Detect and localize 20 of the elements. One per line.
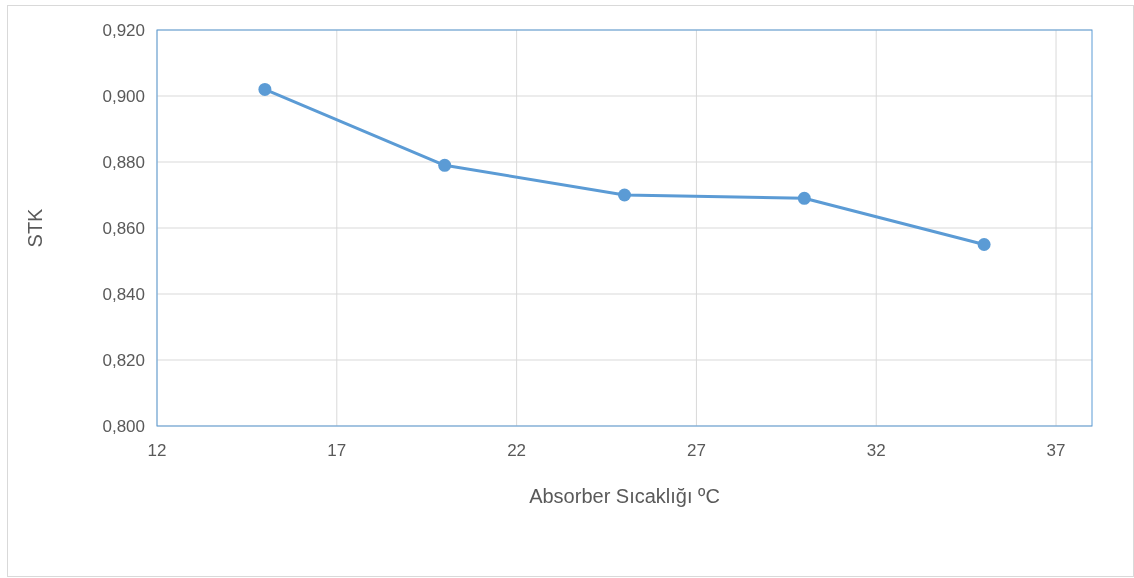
x-tick-label: 22 xyxy=(507,441,527,460)
x-tick-label: 12 xyxy=(147,441,167,460)
x-tick-label: 37 xyxy=(1046,441,1066,460)
y-tick-label: 0,920 xyxy=(102,20,145,40)
y-tick-label: 0,820 xyxy=(102,350,145,370)
x-tick-label: 32 xyxy=(866,441,886,460)
y-axis-title: STK xyxy=(24,207,46,248)
y-tick-label: 0,800 xyxy=(102,416,145,436)
x-axis-title: Absorber Sıcaklığı ºC xyxy=(529,485,720,507)
y-tick-label: 0,840 xyxy=(102,284,145,304)
y-tick-label: 0,880 xyxy=(102,152,145,172)
x-tick-label: 27 xyxy=(686,441,706,460)
point xyxy=(797,191,811,205)
point xyxy=(977,238,991,251)
point xyxy=(438,158,452,172)
point xyxy=(618,188,631,202)
x-tick-label: 17 xyxy=(327,441,347,460)
y-tick-label: 0,860 xyxy=(102,218,145,238)
point xyxy=(258,82,272,96)
y-tick-label: 0,900 xyxy=(102,86,145,106)
